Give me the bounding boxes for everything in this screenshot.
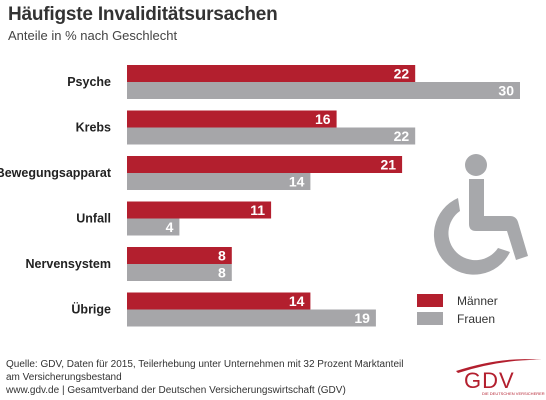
legend-label: Männer [457, 294, 498, 308]
bar-chart: Psyche 22 30 Krebs 16 22 Bewegungsapparat 21 14 U… [0, 65, 528, 327]
bar-frauen [127, 173, 311, 190]
data-label: 22 [394, 66, 410, 82]
source-line-1: Quelle: GDV, Daten für 2015, Teilerhebun… [6, 359, 404, 370]
category-label: Psyche [67, 75, 111, 89]
category-label: Bewegungsapparat [0, 166, 112, 180]
chart-subtitle: Anteile in % nach Geschlecht [8, 28, 178, 43]
bar-frauen [127, 218, 180, 236]
source-line-2: am Versicherungsbestand [6, 372, 122, 383]
bar-frauen [127, 82, 520, 99]
logo-swoosh [456, 359, 542, 373]
category-label: Krebs [76, 121, 111, 135]
data-label: 8 [218, 248, 226, 264]
bar-frauen [127, 127, 416, 145]
category-label: Nervensystem [26, 257, 111, 271]
wheelchair-icon [433, 154, 528, 275]
logo-text: GDV [464, 368, 515, 393]
category-label: Unfall [76, 212, 111, 226]
bar-maenner [127, 65, 416, 82]
data-label: 30 [498, 83, 514, 99]
legend-swatch [417, 294, 443, 307]
data-label: 21 [381, 157, 397, 173]
chart-title: Häufigste Invaliditätsursachen [8, 4, 278, 25]
data-label: 16 [315, 111, 331, 127]
data-label: 19 [354, 310, 370, 326]
bar-maenner [127, 201, 272, 219]
data-label: 14 [289, 293, 305, 309]
data-label: 22 [394, 128, 410, 144]
gdv-logo: GDV DIE DEUTSCHEN VERSICHERER [452, 354, 545, 398]
data-label: 8 [218, 265, 226, 281]
data-label: 11 [250, 202, 265, 218]
legend-label: Frauen [457, 312, 495, 326]
bar-maenner [127, 156, 403, 173]
bar-maenner [127, 292, 311, 310]
category-label: Übrige [71, 302, 111, 317]
data-label: 14 [289, 174, 305, 190]
bar-maenner [127, 110, 337, 128]
data-label: 4 [166, 219, 174, 235]
legend-swatch [417, 312, 443, 325]
bar-frauen [127, 309, 376, 327]
bar-frauen [127, 264, 232, 281]
bar-maenner [127, 247, 232, 264]
logo-subtext: DIE DEUTSCHEN VERSICHERER [482, 391, 545, 396]
legend: Männer Frauen [417, 294, 498, 326]
credit-line: www.gdv.de | Gesamtverband der Deutschen… [6, 385, 346, 396]
footer: Quelle: GDV, Daten für 2015, Teilerhebun… [6, 358, 446, 397]
